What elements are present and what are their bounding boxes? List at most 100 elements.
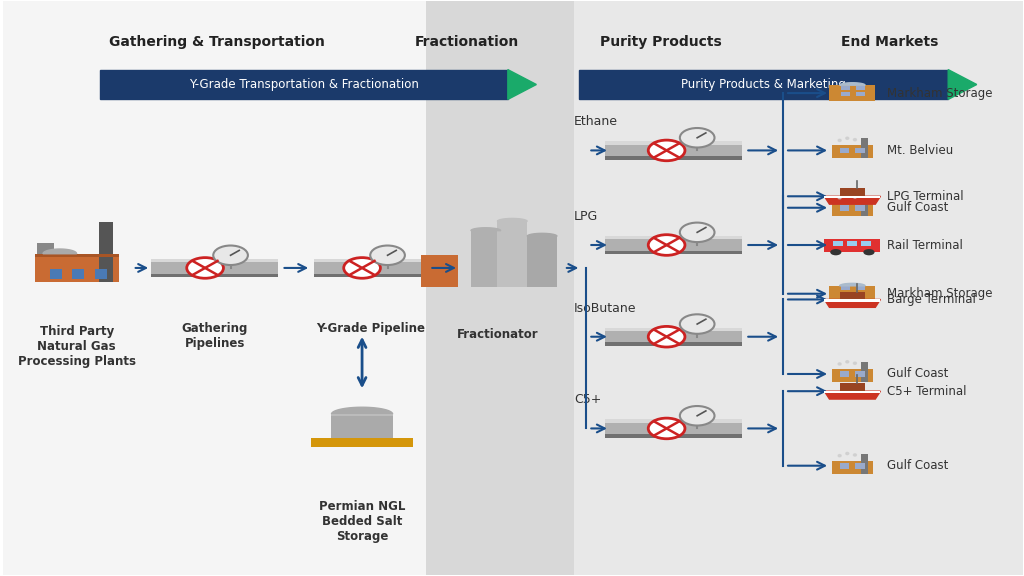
Text: Fractionation: Fractionation <box>415 35 519 48</box>
Bar <box>855 147 864 153</box>
Text: Gulf Coast: Gulf Coast <box>887 201 948 214</box>
Polygon shape <box>846 195 849 196</box>
Bar <box>855 371 864 377</box>
Bar <box>99 222 113 282</box>
Bar <box>840 383 865 391</box>
Bar <box>605 141 742 160</box>
Bar <box>605 156 742 160</box>
Circle shape <box>680 314 715 334</box>
Text: Y-Grade Transportation & Fractionation: Y-Grade Transportation & Fractionation <box>189 78 419 91</box>
Bar <box>855 463 864 468</box>
Text: Permian NGL
Bedded Salt
Storage: Permian NGL Bedded Salt Storage <box>318 500 406 543</box>
Bar <box>861 138 868 158</box>
Bar <box>50 268 62 279</box>
Bar <box>605 419 742 438</box>
Bar <box>35 254 119 257</box>
Polygon shape <box>853 454 856 456</box>
Bar <box>421 255 458 287</box>
Circle shape <box>648 234 685 255</box>
Bar <box>855 205 864 211</box>
Bar <box>861 453 868 473</box>
Bar <box>605 328 742 346</box>
Bar <box>311 438 413 447</box>
Text: Y-Grade Pipeline: Y-Grade Pipeline <box>315 323 425 335</box>
Polygon shape <box>824 300 881 308</box>
Bar <box>824 196 881 199</box>
Text: Markham Storage: Markham Storage <box>887 287 992 300</box>
Bar <box>841 286 850 290</box>
Bar <box>831 461 872 473</box>
Bar <box>829 85 876 101</box>
Bar <box>840 205 849 211</box>
Polygon shape <box>853 139 856 141</box>
Polygon shape <box>839 454 841 457</box>
Bar <box>831 145 872 158</box>
Circle shape <box>213 245 248 265</box>
Circle shape <box>680 128 715 147</box>
Polygon shape <box>580 70 948 100</box>
Bar <box>824 300 881 302</box>
Bar <box>605 434 742 438</box>
Polygon shape <box>840 283 865 286</box>
Bar <box>152 259 279 262</box>
Bar <box>831 203 872 215</box>
Bar <box>426 1 574 575</box>
Polygon shape <box>948 70 977 100</box>
Text: C5+: C5+ <box>574 393 601 406</box>
Polygon shape <box>839 139 841 142</box>
Circle shape <box>648 327 685 347</box>
Circle shape <box>680 222 715 242</box>
Bar <box>841 92 850 96</box>
Polygon shape <box>43 249 77 254</box>
Bar <box>38 242 54 254</box>
Polygon shape <box>471 228 501 230</box>
Text: Gathering & Transportation: Gathering & Transportation <box>110 35 326 48</box>
Bar <box>605 343 742 346</box>
Bar <box>829 286 876 302</box>
Bar <box>824 239 881 252</box>
Bar <box>840 291 865 300</box>
Bar <box>840 463 849 468</box>
Bar <box>841 85 850 89</box>
Bar <box>856 92 865 96</box>
Text: IsoButane: IsoButane <box>574 302 637 314</box>
Bar <box>605 236 742 239</box>
Text: Gulf Coast: Gulf Coast <box>887 459 948 472</box>
Polygon shape <box>824 391 881 399</box>
Bar <box>861 362 868 382</box>
Bar <box>3 1 426 575</box>
Bar <box>840 188 865 196</box>
Polygon shape <box>332 407 392 414</box>
Bar <box>35 254 119 282</box>
Polygon shape <box>853 196 856 198</box>
Polygon shape <box>853 362 856 365</box>
Bar <box>314 259 426 262</box>
Bar <box>840 371 849 377</box>
Circle shape <box>344 257 380 278</box>
Bar <box>847 241 857 246</box>
Circle shape <box>371 245 404 265</box>
Circle shape <box>830 249 842 255</box>
Bar <box>841 293 850 297</box>
Polygon shape <box>498 218 527 221</box>
Bar <box>831 369 872 382</box>
Text: End Markets: End Markets <box>842 35 939 48</box>
Text: LPG Terminal: LPG Terminal <box>887 190 964 203</box>
Polygon shape <box>508 70 537 100</box>
Bar <box>314 259 426 277</box>
Bar <box>605 419 742 423</box>
Bar <box>833 241 843 246</box>
Bar <box>861 241 871 246</box>
Circle shape <box>648 418 685 439</box>
Bar <box>605 251 742 254</box>
Bar <box>152 274 279 277</box>
Text: Markham Storage: Markham Storage <box>887 86 992 100</box>
Polygon shape <box>839 196 841 199</box>
Polygon shape <box>840 83 865 85</box>
Bar <box>605 328 742 331</box>
Circle shape <box>680 406 715 426</box>
Bar <box>527 236 557 287</box>
Circle shape <box>648 140 685 161</box>
Text: Ethane: Ethane <box>574 115 618 128</box>
Polygon shape <box>846 452 849 454</box>
